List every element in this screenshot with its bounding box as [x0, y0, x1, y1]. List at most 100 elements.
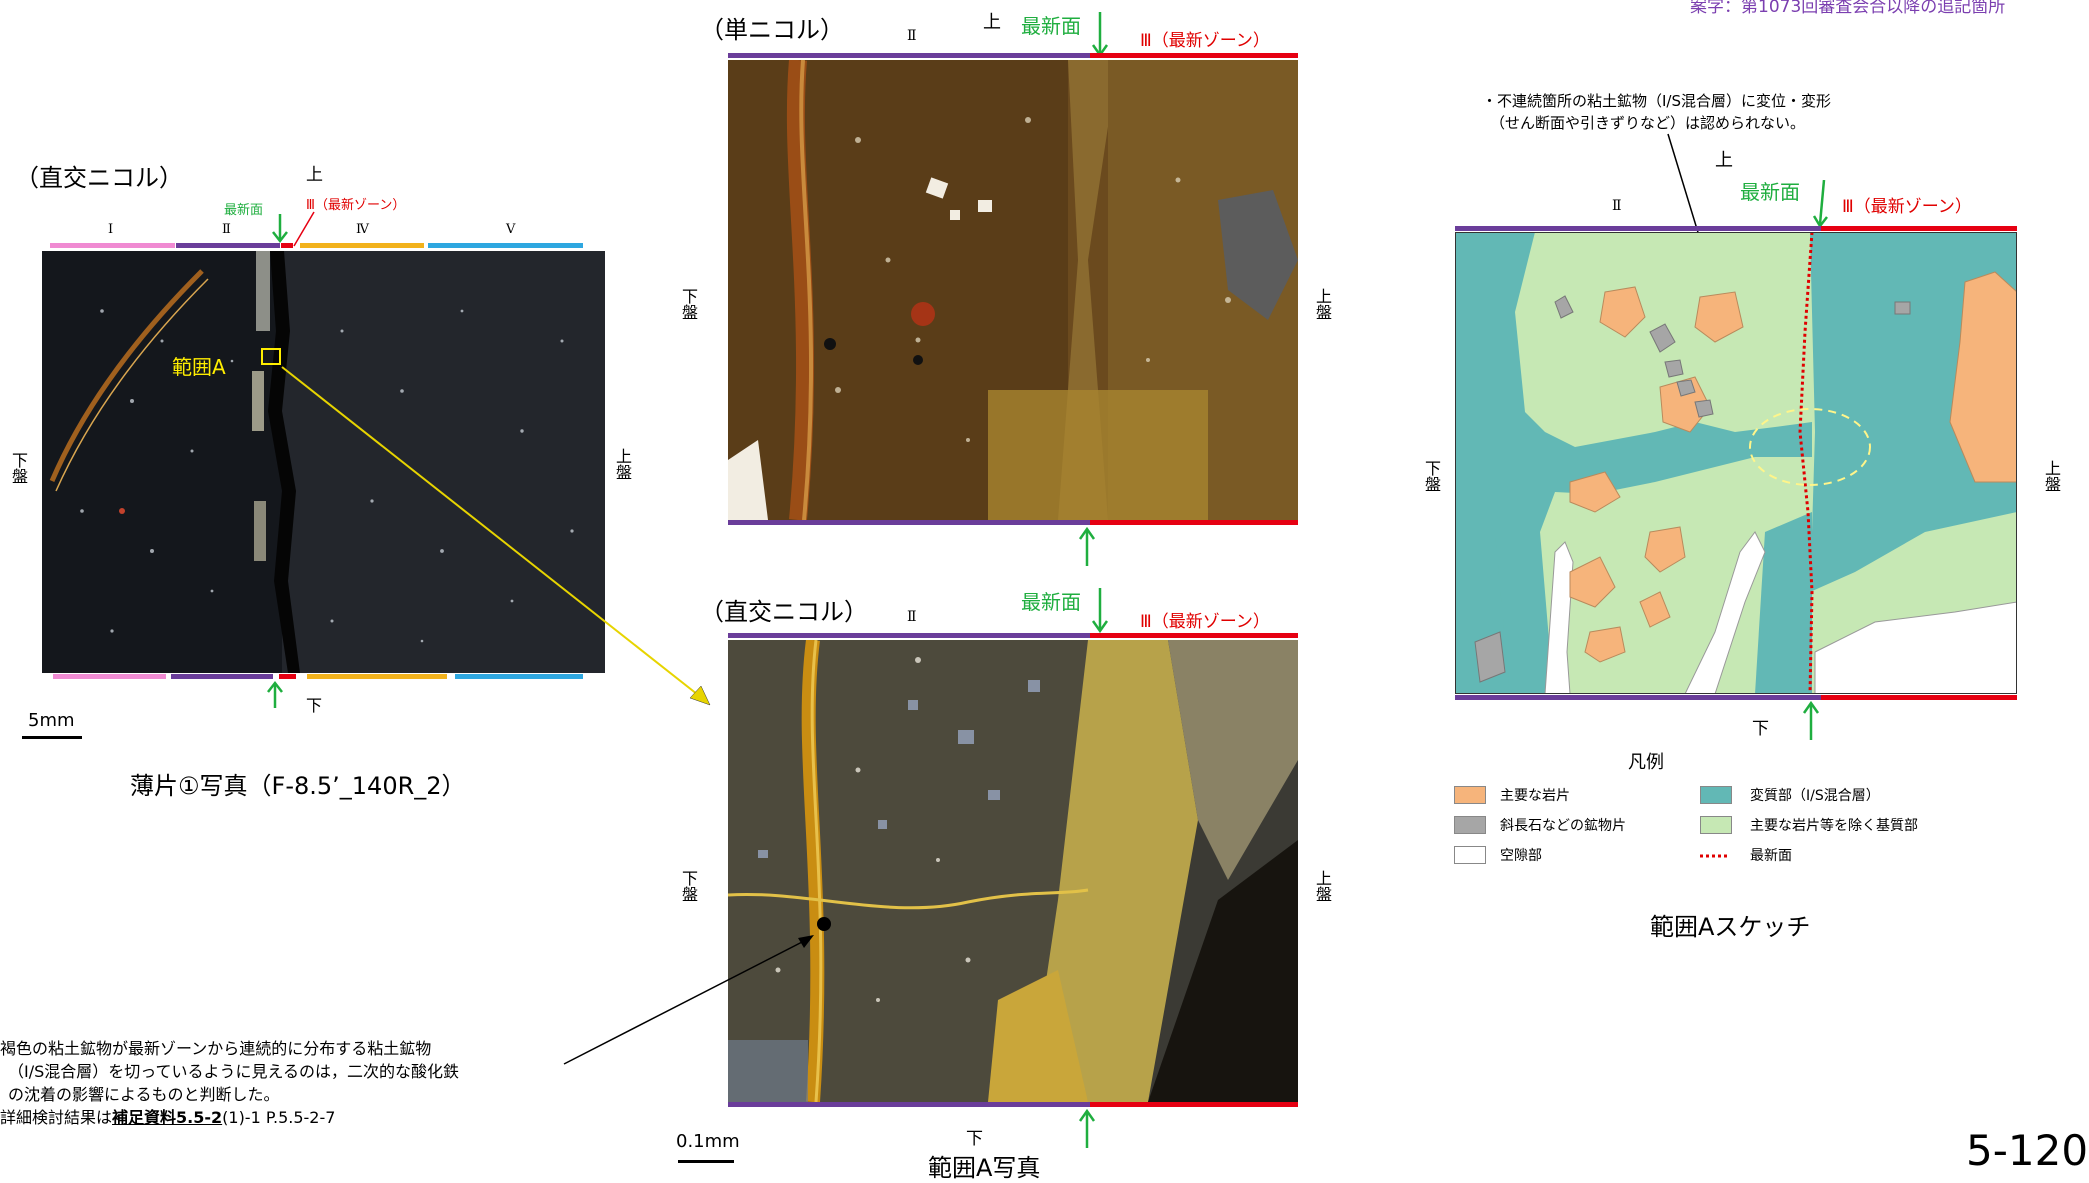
- region-a-single-nicol-photo: [728, 60, 1298, 520]
- legend-label-altered: 変質部（I/S混合層）: [1750, 788, 1880, 804]
- middle-bottom-bar-2: [728, 633, 1090, 638]
- middle-scale-label: 0.1mm: [676, 1131, 740, 1152]
- left-scale-label: 5mm: [28, 710, 75, 731]
- middle-top-side-upper: 上盤: [1313, 288, 1332, 320]
- region-a-frame: [261, 348, 281, 365]
- sketch-newest-arrow: [1812, 180, 1828, 228]
- middle-bottom-bottom-bar-3: [1090, 1102, 1298, 1107]
- sketch-side-upper: 上盤: [2042, 460, 2061, 492]
- sketch-bottom-bar-2: [1455, 695, 1821, 700]
- left-top-label: 上: [306, 165, 323, 185]
- zone-bar-4: [300, 243, 424, 248]
- left-newest-arrow: [272, 214, 288, 244]
- zone-bar-bottom-1: [53, 674, 166, 679]
- legend-swatch-void: [1454, 846, 1486, 864]
- middle-top-bottom-bar-2: [728, 520, 1090, 525]
- legend-label-mineral: 斜長石などの鉱物片: [1500, 818, 1626, 834]
- thin-section-photo: [42, 251, 605, 673]
- middle-bottom-newest-arrow: [1091, 588, 1109, 634]
- sketch-side-lower: 下盤: [1422, 460, 1441, 492]
- zone-bar-2: [176, 243, 280, 248]
- legend-swatch-matrix: [1700, 816, 1732, 834]
- zone-bar-bottom-4: [307, 674, 447, 679]
- left-side-upper: 上盤: [613, 448, 632, 480]
- sketch-zone2: Ⅱ: [1612, 198, 1622, 214]
- left-zone3-label: Ⅲ（最新ゾーン）: [306, 198, 406, 213]
- zone-bar-3: [281, 243, 293, 248]
- zone-label-5: Ⅴ: [506, 222, 516, 237]
- zone-label-1: Ⅰ: [108, 222, 114, 237]
- note-line-4: 詳細検討結果は補足資料5.5-2(1)-1 P.5.5-2-7: [0, 1104, 335, 1128]
- legend-label-rock: 主要な岩片: [1500, 788, 1570, 804]
- middle-top-bar-3: [1090, 53, 1298, 58]
- note-line-2: （I/S混合層）を切っているように見えるのは，二次的な酸化鉄: [8, 1062, 459, 1081]
- legend-label-matrix: 主要な岩片等を除く基質部: [1750, 818, 1918, 834]
- middle-bottom-bar-3: [1090, 633, 1298, 638]
- middle-top-bottom-arrow: [1078, 526, 1096, 566]
- region-a-crossed-nicol-photo: [728, 640, 1298, 1102]
- sketch-bottom-label: 下: [1752, 719, 1769, 739]
- middle-bottom-title: （直交ニコル）: [700, 598, 868, 626]
- region-a-pointer: [281, 366, 711, 706]
- region-a-label: 範囲A: [172, 355, 226, 379]
- sketch-map: [1455, 232, 2017, 694]
- middle-top-newest-arrow: [1091, 12, 1109, 58]
- middle-bottom-newest-surface: 最新面: [1021, 590, 1081, 614]
- middle-top-zone2: Ⅱ: [907, 28, 917, 44]
- zone-label-2: Ⅱ: [222, 222, 231, 237]
- left-zone3-pointer: [293, 211, 315, 247]
- note-line-4-prefix: 詳細検討結果は: [0, 1108, 113, 1127]
- note-pointer: [563, 935, 814, 1065]
- header-note: 案字：第1073回審査会合以降の追記箇所: [1690, 0, 2006, 17]
- left-title: （直交ニコル）: [15, 164, 183, 192]
- middle-bottom-bottom-bar-2: [728, 1102, 1090, 1107]
- middle-scale-bar: [678, 1160, 734, 1163]
- legend-label-void: 空隙部: [1500, 848, 1542, 864]
- page-number: 5-120: [1966, 1126, 2089, 1175]
- supplementary-link[interactable]: 補足資料5.5-2: [112, 1108, 223, 1127]
- zone-bar-bottom-3: [279, 674, 296, 679]
- left-caption: 薄片①写真（F-8.5’_140R_2）: [130, 772, 466, 800]
- middle-caption: 範囲A写真: [928, 1154, 1041, 1182]
- left-newest-surface-label: 最新面: [224, 203, 264, 218]
- sketch-top-bar-2: [1455, 226, 1821, 231]
- zone-bar-bottom-2: [171, 674, 273, 679]
- sketch-annotation-1: ・不連続箇所の粘土鉱物（I/S混合層）に変位・変形: [1482, 92, 1832, 110]
- legend-swatch-mineral: [1454, 816, 1486, 834]
- middle-bottom-bottom-arrow: [1078, 1108, 1096, 1148]
- sketch-top-bar-3: [1821, 226, 2017, 231]
- legend-swatch-altered: [1700, 786, 1732, 804]
- sketch-bottom-bar-3: [1821, 695, 2017, 700]
- middle-top-bottom-bar-3: [1090, 520, 1298, 525]
- middle-bottom-zone2: Ⅱ: [907, 609, 917, 625]
- note-line-4-suffix: (1)-1 P.5.5-2-7: [222, 1108, 336, 1127]
- left-bottom-label: 下: [306, 696, 323, 715]
- sketch-bottom-arrow: [1802, 700, 1820, 740]
- note-line-1: 褐色の粘土鉱物が最新ゾーンから連続的に分布する粘土鉱物: [0, 1039, 432, 1058]
- legend-swatch-newest-surface: [1700, 854, 1730, 858]
- middle-top-zone3: Ⅲ（最新ゾーン）: [1140, 31, 1270, 51]
- legend-label-newest-surface: 最新面: [1750, 848, 1792, 864]
- middle-bottom-side-lower: 下盤: [679, 870, 698, 902]
- middle-top-bar-2: [728, 53, 1090, 58]
- zone-bar-5: [428, 243, 583, 248]
- zone-label-4: Ⅳ: [356, 222, 369, 237]
- middle-bottom-label: 下: [966, 1129, 983, 1149]
- zone-bar-1: [50, 243, 175, 248]
- left-scale-bar: [22, 736, 82, 739]
- left-bottom-arrow: [267, 680, 283, 708]
- legend-title: 凡例: [1628, 752, 1664, 773]
- zone-bar-bottom-5: [455, 674, 583, 679]
- left-side-lower: 下盤: [9, 452, 28, 484]
- middle-top-title: （単ニコル）: [700, 16, 844, 44]
- sketch-zone3: Ⅲ（最新ゾーン）: [1842, 197, 1972, 217]
- legend-swatch-rock: [1454, 786, 1486, 804]
- note-line-3: の沈着の影響によるものと判断した。: [8, 1085, 280, 1104]
- middle-bottom-zone3: Ⅲ（最新ゾーン）: [1140, 612, 1270, 632]
- sketch-newest-surface: 最新面: [1740, 180, 1800, 204]
- middle-top-side-lower: 下盤: [679, 288, 698, 320]
- middle-top-top-label: 上: [983, 12, 1001, 33]
- middle-bottom-side-upper: 上盤: [1313, 870, 1332, 902]
- sketch-annotation-2: （せん断面や引きずりなど）は認められない。: [1490, 114, 1806, 132]
- sketch-caption: 範囲Aスケッチ: [1650, 913, 1811, 941]
